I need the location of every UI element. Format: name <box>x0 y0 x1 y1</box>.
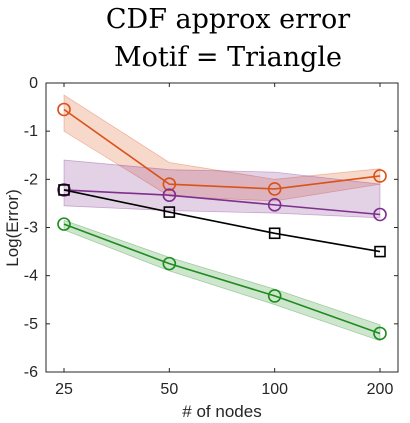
series-3-point-2 <box>267 289 282 303</box>
series-1-point-0 <box>57 183 71 197</box>
series-1-band <box>63 159 381 219</box>
y-tick-label-6: -6 <box>24 364 38 381</box>
series-2-point-1 <box>163 206 176 218</box>
plot-area: 0 -1 -2 -3 -4 -5 -6 25 50 100 200 <box>24 75 399 398</box>
y-axis-label: Log(Error) <box>3 189 22 266</box>
series-3-point-0 <box>57 217 71 231</box>
series-2-point-2 <box>268 227 281 240</box>
x-tick-label-0: 25 <box>55 381 73 398</box>
series-0-point-2 <box>267 182 282 196</box>
series-3-point-3 <box>373 326 387 341</box>
chart-title-line-1: CDF approx error <box>106 4 350 35</box>
series-0-line <box>63 108 381 190</box>
x-tick-label-1: 50 <box>160 381 178 398</box>
y-tick-label-0: 0 <box>29 75 38 92</box>
series-3-point-1 <box>162 256 177 271</box>
series-2-point-3 <box>374 245 386 258</box>
series-1-line <box>63 189 381 216</box>
y-tick-label-1: -1 <box>24 123 38 140</box>
x-axis-label: # of nodes <box>182 402 261 421</box>
y-tick-label-2: -2 <box>24 171 38 188</box>
y-tick-label-4: -4 <box>24 268 38 285</box>
series-2-point-0 <box>58 184 70 196</box>
chart-title-line-2: Motif = Triangle <box>114 42 342 73</box>
series-2-line <box>63 189 381 253</box>
series-0-point-0 <box>57 102 71 117</box>
x-tick-label-3: 200 <box>367 381 394 398</box>
series-1-point-1 <box>162 188 177 203</box>
series-1-point-2 <box>267 198 282 212</box>
y-tick-label-3: -3 <box>24 220 38 237</box>
y-tick-label-5: -5 <box>24 316 38 333</box>
series-0-point-3 <box>373 169 387 183</box>
series-0-band <box>63 94 381 202</box>
x-tick-label-2: 100 <box>261 381 288 398</box>
series-1-point-3 <box>373 207 387 222</box>
series-3-line <box>63 223 381 335</box>
series-0-point-1 <box>162 177 177 191</box>
